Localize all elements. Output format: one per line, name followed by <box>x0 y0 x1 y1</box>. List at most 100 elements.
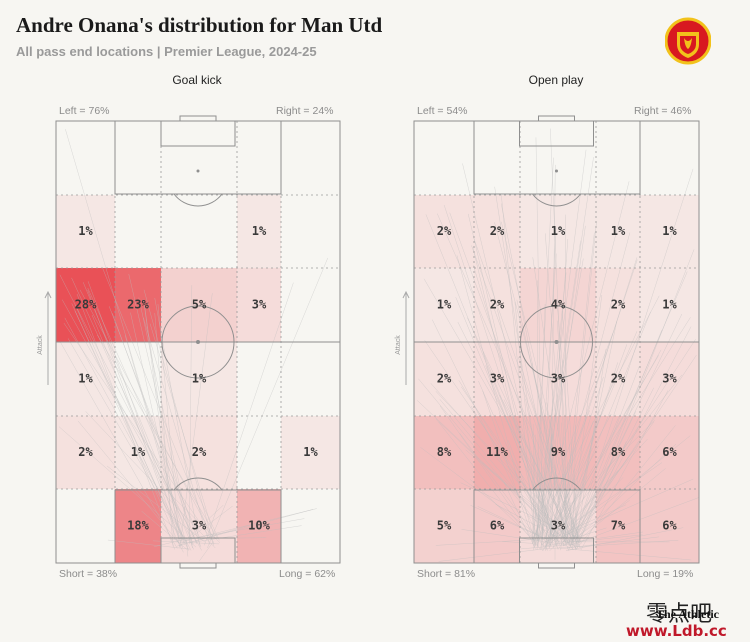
top-goal <box>179 115 217 122</box>
zone-percentage-label: 2% <box>611 372 626 386</box>
pass-line <box>425 214 559 542</box>
pass-line <box>439 405 541 550</box>
pass-line <box>550 128 569 539</box>
centre-circle <box>161 305 235 379</box>
pass-line <box>548 470 619 546</box>
heat-cell <box>56 416 115 489</box>
zone-percentage-label: 1% <box>78 224 93 238</box>
pass-line <box>541 227 557 550</box>
bottom-goal <box>538 562 575 569</box>
pass-line <box>563 435 691 539</box>
pass-line <box>494 186 550 542</box>
pass-line <box>430 383 575 547</box>
zone-percentage-label: 5% <box>192 298 207 312</box>
zone-percentage-label: 2% <box>490 224 505 238</box>
pass-line <box>438 548 544 562</box>
chart-subtitle: All pass end locations | Premier League,… <box>16 44 317 59</box>
pass-line <box>501 195 535 539</box>
zone-percentage-label: 1% <box>437 298 452 312</box>
pass-line <box>575 349 607 550</box>
pass-line <box>473 238 580 542</box>
heat-cell <box>640 195 699 268</box>
pass-line <box>107 539 190 550</box>
zone-percentage-label: 2% <box>437 372 452 386</box>
zone-percentage-label: 3% <box>551 372 566 386</box>
heat-cell <box>115 489 161 563</box>
pass-line <box>532 423 535 546</box>
pass-line <box>563 450 635 543</box>
pass-line <box>60 341 178 549</box>
pass-line <box>549 421 594 547</box>
pass-line <box>575 425 676 551</box>
pass-line <box>418 378 553 542</box>
top-six-yard-box <box>519 120 594 147</box>
pass-line <box>176 524 253 547</box>
pass-line <box>571 366 640 543</box>
pass-line <box>540 225 586 550</box>
heat-cell <box>237 268 281 342</box>
pass-line <box>536 181 630 548</box>
pass-line <box>459 433 544 546</box>
pass-line <box>64 317 192 551</box>
zone-percentage-label: 8% <box>437 445 452 459</box>
pass-line <box>531 408 554 541</box>
pass-line <box>516 299 574 551</box>
pitch-panel-0: 1% 1% 28% 23% 5% 3% 1% 1% 2% 1% 2% 1% 18% 3% 10% Attack <box>37 115 341 569</box>
top-penalty-arc <box>532 193 581 207</box>
pass-line <box>462 163 552 538</box>
pass-line <box>532 419 656 543</box>
pass-line <box>574 468 666 544</box>
pass-line <box>154 538 186 547</box>
panel-title-goal-kick: Goal kick <box>172 73 222 87</box>
pass-line <box>71 303 179 543</box>
zone-percentage-label: 1% <box>611 224 626 238</box>
zone-percentage-label: 18% <box>127 519 149 533</box>
heat-cell <box>161 268 237 342</box>
zone-percentage-label: 5% <box>437 519 452 533</box>
heat-cell <box>161 342 237 416</box>
zone-percentage-label: 3% <box>551 519 566 533</box>
zone-percentage-label: 1% <box>303 445 318 459</box>
pass-line <box>517 356 578 547</box>
pass-line <box>537 272 567 544</box>
pass-line <box>189 518 305 540</box>
pass-line <box>575 534 643 543</box>
pass-line <box>67 338 186 541</box>
top-penalty-arc <box>173 193 223 207</box>
pass-line <box>130 312 183 544</box>
zone-percentage-label: 10% <box>248 519 270 533</box>
pass-line <box>572 425 577 547</box>
zone-percentage-label: 2% <box>437 224 452 238</box>
bottom-penalty-arc <box>532 477 581 491</box>
zone-percentage-label: 1% <box>252 224 267 238</box>
pass-line <box>550 164 556 546</box>
pass-line <box>470 505 545 539</box>
pass-line <box>102 268 213 540</box>
left-share-label: Left = 54% <box>417 105 468 117</box>
pass-line <box>437 213 582 544</box>
pass-line <box>545 232 631 551</box>
pass-line <box>61 299 202 551</box>
pass-line <box>534 149 587 546</box>
pass-line <box>438 421 569 545</box>
heat-cell <box>414 268 474 342</box>
zone-percentage-label: 23% <box>127 298 149 312</box>
pass-line <box>565 527 684 551</box>
pass-line <box>199 541 214 562</box>
zone-percentage-label: 4% <box>551 298 566 312</box>
pass-line <box>435 418 535 544</box>
right-share-label: Right = 24% <box>276 105 334 117</box>
pitch-markings <box>55 115 341 569</box>
zone-percentage-label: 2% <box>192 445 207 459</box>
pass-lines <box>416 128 699 562</box>
heat-cell <box>281 416 340 489</box>
pitch-panel-1: 2% 2% 1% 1% 1% 1% 2% 4% 2% 1% 2% 3% 3% 2% 3% 8% 11% 9% 8% 6… <box>395 115 700 569</box>
man-utd-crest-icon <box>665 17 711 65</box>
pass-line <box>58 426 197 548</box>
heat-cell <box>115 268 161 342</box>
pass-line <box>556 320 574 545</box>
top-penalty-spot <box>196 169 200 173</box>
pass-line <box>87 289 184 549</box>
pass-line <box>106 465 206 543</box>
pass-line <box>152 540 220 545</box>
